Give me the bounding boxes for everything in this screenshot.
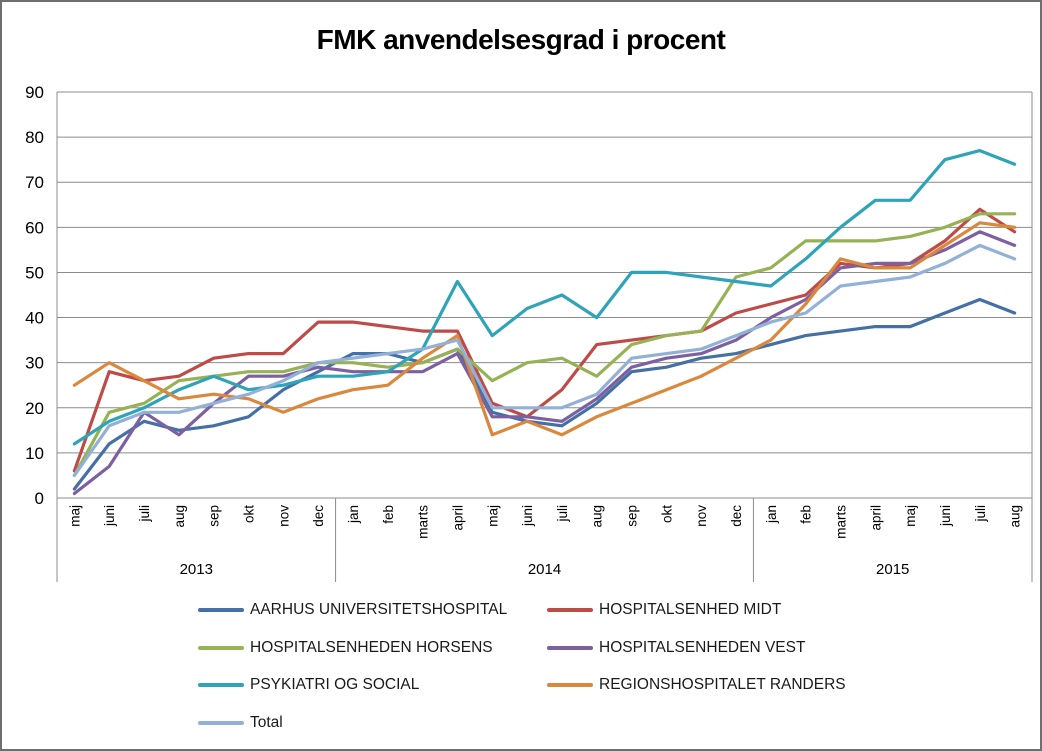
x-tick-label-month: dec <box>729 505 744 527</box>
legend-line-swatch <box>198 646 244 650</box>
legend-label: AARHUS UNIVERSITETSHOSPITAL <box>250 601 508 618</box>
x-tick-label-month: feb <box>381 505 396 524</box>
legend-item: PSYKIATRI OG SOCIAL <box>198 675 419 695</box>
x-tick-label-month: aug <box>172 505 187 528</box>
legend-label: HOSPITALSENHEDEN VEST <box>599 639 806 656</box>
series-line-3 <box>72 230 1017 496</box>
x-tick-label-month: jan <box>764 505 779 524</box>
series-line-2 <box>72 212 1017 477</box>
x-tick-label-month: sep <box>207 505 222 527</box>
y-tick-label: 20 <box>25 399 44 418</box>
legend-line-swatch <box>198 608 244 612</box>
x-tick-label-month: juni <box>102 505 117 527</box>
series-line-5 <box>72 221 1017 437</box>
x-tick-label-month: dec <box>311 505 326 527</box>
legend-item: Total <box>198 713 283 733</box>
series-line-4 <box>72 149 1017 446</box>
line-chart-plot: 0 10 20 30 40 50 60 70 80 90 maj juni juli aug sep okt n… <box>25 83 1033 582</box>
legend-item: AARHUS UNIVERSITETSHOSPITAL <box>198 600 507 620</box>
x-tick-label-month: juni <box>938 505 953 527</box>
legend-line-swatch <box>198 721 244 725</box>
x-tick-label-month: marts <box>833 505 848 539</box>
x-tick-label-month: aug <box>1008 505 1023 528</box>
x-tick-label-month: okt <box>659 505 674 523</box>
x-tick-label-month: juni <box>520 505 535 527</box>
x-tick-label-month: april <box>450 505 465 531</box>
x-tick-label-month: okt <box>242 505 257 523</box>
x-tick-label-year: 2013 <box>180 561 213 578</box>
chart-title: FMK anvendelsesgrad i procent <box>316 24 726 55</box>
series-line-0 <box>72 297 1017 491</box>
x-tick-label-month: feb <box>799 505 814 524</box>
series-line-1 <box>72 207 1017 473</box>
y-tick-label: 10 <box>25 444 44 463</box>
legend-item: REGIONSHOSPITALET RANDERS <box>547 675 846 695</box>
y-tick-label: 30 <box>25 354 44 373</box>
legend-label: HOSPITALSENHEDEN HORSENS <box>250 639 493 656</box>
x-tick-label-year: 2014 <box>528 561 561 578</box>
series-line-6 <box>72 243 1017 477</box>
x-tick-label-month: sep <box>625 505 640 527</box>
legend-line-swatch <box>547 608 593 612</box>
legend-label: Total <box>250 714 283 731</box>
legend-label: HOSPITALSENHED MIDT <box>599 601 782 618</box>
x-tick-label-year: 2015 <box>876 561 909 578</box>
x-tick-label-month: maj <box>903 505 918 527</box>
x-tick-label-month: aug <box>590 505 605 528</box>
legend-label: REGIONSHOSPITALET RANDERS <box>599 676 846 693</box>
y-tick-label: 60 <box>25 218 44 237</box>
y-tick-label: 40 <box>25 309 44 328</box>
x-tick-label-month: marts <box>416 505 431 539</box>
legend-line-swatch <box>198 683 244 687</box>
x-tick-label-month: maj <box>485 505 500 527</box>
x-tick-label-month: april <box>868 505 883 531</box>
x-tick-label-month: jan <box>346 505 361 524</box>
legend-line-swatch <box>547 646 593 650</box>
y-tick-label: 80 <box>25 128 44 147</box>
x-tick-label-month: juli <box>555 505 570 523</box>
y-tick-label: 50 <box>25 263 44 282</box>
legend-item: HOSPITALSENHED MIDT <box>547 600 781 620</box>
x-tick-label-month: juli <box>137 505 152 523</box>
x-tick-label-month: maj <box>67 505 82 527</box>
legend-label: PSYKIATRI OG SOCIAL <box>250 676 420 693</box>
y-tick-label: 70 <box>25 173 44 192</box>
x-tick-label-month: nov <box>694 505 709 527</box>
x-tick-label-month: juli <box>973 505 988 523</box>
y-tick-label: 90 <box>25 83 44 102</box>
x-tick-label-month: nov <box>276 505 291 527</box>
y-tick-label: 0 <box>35 489 44 508</box>
legend-line-swatch <box>547 683 593 687</box>
legend-item: HOSPITALSENHEDEN VEST <box>547 638 805 658</box>
legend-item: HOSPITALSENHEDEN HORSENS <box>198 638 493 658</box>
